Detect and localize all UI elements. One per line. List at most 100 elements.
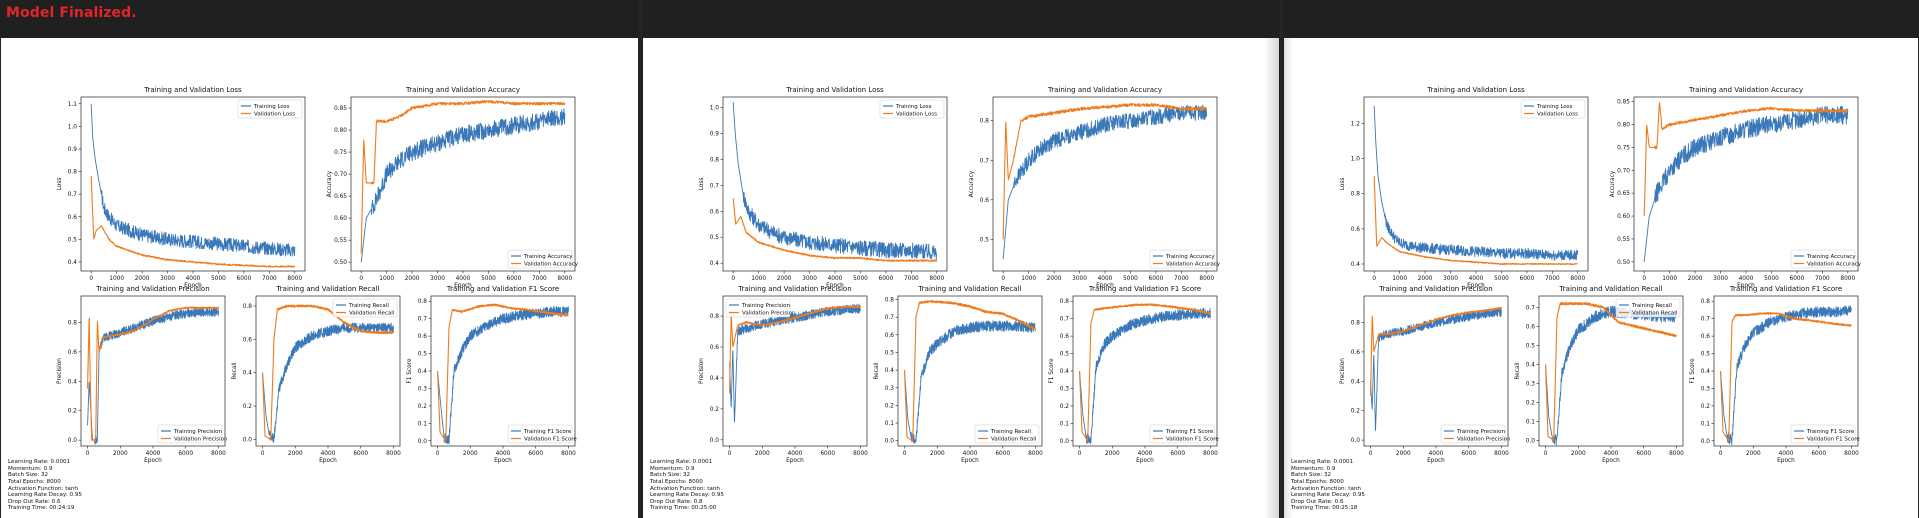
y-axis-label: F1 Score <box>1690 358 1696 384</box>
y-tick-label: 0.1 <box>1701 421 1711 427</box>
y-tick-label: 0.5 <box>710 235 720 241</box>
y-tick-label: 0.4 <box>68 379 78 385</box>
x-axis-label: Epoch <box>454 283 472 289</box>
y-tick-label: 0.5 <box>1060 352 1070 358</box>
y-tick-label: 0.8 <box>1701 299 1711 305</box>
legend: Training Recall Validation Recall <box>974 424 1040 444</box>
x-tick-label: 0 <box>1369 451 1373 457</box>
y-tick-label: 0.2 <box>1526 400 1536 406</box>
series-line <box>1373 176 1579 266</box>
y-axis-label: Loss <box>1340 178 1346 191</box>
x-tick-label: 0 <box>86 451 90 457</box>
param-line: Activation Function: tanh <box>1291 485 1361 492</box>
x-tick-label: 8000 <box>386 451 401 457</box>
x-tick-label: 1000 <box>1662 276 1677 282</box>
x-tick-label: 0 <box>1719 451 1723 457</box>
legend-label: Training Precision <box>741 303 791 309</box>
legend-box <box>974 424 1040 444</box>
y-axis-label: F1 Score <box>1049 358 1055 384</box>
y-axis-label: Accuracy <box>1610 170 1616 197</box>
x-tick-label: 6000 <box>879 276 894 282</box>
series-line <box>1643 102 1849 217</box>
y-tick-label: 0.75 <box>1617 145 1630 151</box>
x-tick-label: 6000 <box>1636 451 1651 457</box>
y-tick-label: 0.60 <box>1617 214 1630 220</box>
y-tick-label: 0.70 <box>334 172 347 178</box>
x-tick-label: 0 <box>1078 451 1082 457</box>
y-tick-label: 0.2 <box>418 404 428 410</box>
window-shadow <box>1264 38 1280 518</box>
x-tick-label: 8000 <box>1199 276 1214 282</box>
legend-label: Training Loss <box>895 104 932 110</box>
y-tick-label: 0.9 <box>710 131 720 137</box>
figure-window-3: Training and Validation Loss 0 1000 2000 300… <box>1283 0 1919 518</box>
param-line: Drop Out Rate: 0.6 <box>8 498 61 505</box>
y-tick-label: 0.3 <box>418 386 428 392</box>
y-tick-label: 0.60 <box>334 216 347 222</box>
y-tick-label: 0.8 <box>710 314 720 320</box>
x-tick-label: 0 <box>359 276 363 282</box>
metrics-figure: Training and Validation Loss 0 1000 2000 300… <box>699 86 1221 464</box>
legend-label: Training Recall <box>1631 303 1672 309</box>
y-axis-label: Precision <box>1340 358 1346 384</box>
series-line <box>262 322 394 443</box>
legend-box <box>1440 424 1506 444</box>
y-tick-label: 0.0 <box>885 439 895 445</box>
y-tick-label: 0.0 <box>1351 438 1361 444</box>
chart-recall: Training and Validation Recall 0 2000 4000 6… <box>232 285 401 464</box>
x-tick-label: 4000 <box>1469 276 1484 282</box>
x-tick-label: 8000 <box>557 276 572 282</box>
y-tick-label: 0.4 <box>1351 262 1361 268</box>
legend-label: Validation Recall <box>349 311 395 317</box>
legend-label: Validation Recall <box>1632 311 1678 317</box>
y-tick-label: 0.5 <box>418 352 428 358</box>
x-tick-label: 2000 <box>1047 276 1062 282</box>
x-tick-label: 2000 <box>1105 451 1120 457</box>
axes-frame <box>1363 295 1509 447</box>
x-tick-label: 1000 <box>109 276 124 282</box>
param-line: Total Epochs: 8000 <box>650 479 703 486</box>
y-tick-label: 0.8 <box>1060 299 1070 305</box>
series-line <box>1545 301 1677 442</box>
param-line: Learning Rate: 0.0001 <box>650 459 713 466</box>
y-tick-label: 1.0 <box>710 105 720 111</box>
y-tick-label: 0.5 <box>980 237 990 243</box>
y-tick-label: 0.8 <box>68 170 78 176</box>
x-tick-label: 2000 <box>405 276 420 282</box>
window-divider[interactable] <box>1280 0 1283 518</box>
chart-accuracy: Training and Validation Accuracy 0 1000 200… <box>1610 86 1862 289</box>
hyperparameters-text: Learning Rate: 0.0001 Momentum: 0.9 Batc… <box>650 459 724 512</box>
x-tick-label: 2000 <box>288 451 303 457</box>
param-line: Total Epochs: 8000 <box>1291 479 1344 486</box>
series-line <box>1370 307 1502 431</box>
x-tick-label: 1000 <box>1392 276 1407 282</box>
series-line <box>90 176 296 268</box>
x-tick-label: 7000 <box>904 276 919 282</box>
x-tick-label: 5000 <box>481 276 496 282</box>
x-tick-label: 8000 <box>929 276 944 282</box>
series-line <box>1643 105 1849 262</box>
x-tick-label: 8000 <box>1669 451 1684 457</box>
series-line <box>90 103 296 257</box>
window-divider[interactable] <box>639 0 642 518</box>
chart-title: Training and Validation Recall <box>276 285 380 293</box>
x-tick-label: 7000 <box>532 276 547 282</box>
y-tick-label: 0.7 <box>1526 305 1536 311</box>
param-line: Drop Out Rate: 0.8 <box>650 498 703 505</box>
chart-title: Training and Validation Precision <box>95 285 209 293</box>
legend: Training Recall Validation Recall <box>332 298 398 318</box>
chart-loss: Training and Validation Loss 0 1000 2000 300… <box>699 86 948 289</box>
legend: Training Precision Validation Precision <box>725 298 796 318</box>
series-line <box>87 306 219 442</box>
x-tick-label: 4000 <box>1138 451 1153 457</box>
y-tick-label: 0.1 <box>885 421 895 427</box>
x-tick-label: 6000 <box>1811 451 1826 457</box>
x-tick-label: 3000 <box>430 276 445 282</box>
param-line: Batch Size: 32 <box>650 472 691 479</box>
series-line <box>729 303 861 423</box>
chart-f1: Training and Validation F1 Score 0 2000 400… <box>407 285 577 464</box>
param-line: Learning Rate: 0.0001 <box>1291 459 1354 466</box>
param-line: Training Time: 00:25:00 <box>650 505 717 512</box>
x-tick-label: 2000 <box>755 451 770 457</box>
x-tick-label: 2000 <box>1746 451 1761 457</box>
